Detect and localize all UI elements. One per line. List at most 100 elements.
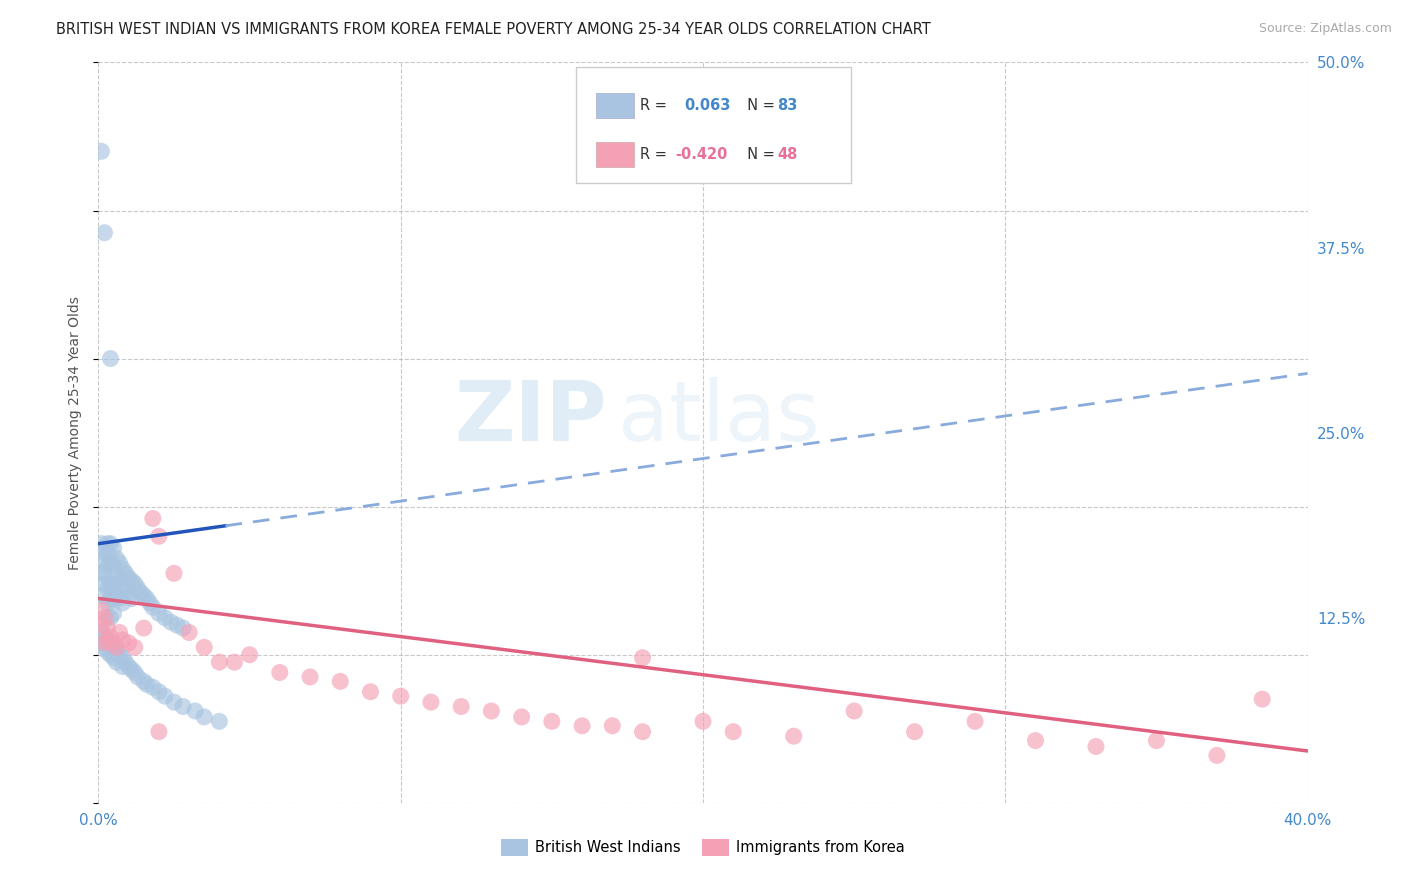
Point <box>132 621 155 635</box>
Point <box>93 610 115 624</box>
Point <box>208 655 231 669</box>
Text: ZIP: ZIP <box>454 377 606 458</box>
Text: N =: N = <box>738 147 775 162</box>
Point <box>208 714 231 729</box>
Point <box>103 636 125 650</box>
Point <box>121 574 143 588</box>
Point <box>142 600 165 615</box>
Point <box>100 536 122 550</box>
Point <box>90 566 112 581</box>
Point <box>100 351 122 366</box>
Point <box>96 558 118 573</box>
Point <box>108 556 131 570</box>
Point <box>148 607 170 621</box>
Point <box>105 655 128 669</box>
Point <box>93 589 115 603</box>
Point <box>148 529 170 543</box>
Point <box>127 581 149 595</box>
Point <box>193 640 215 655</box>
Point <box>179 625 201 640</box>
Point <box>96 610 118 624</box>
Point <box>360 685 382 699</box>
Point <box>90 625 112 640</box>
Point <box>105 551 128 566</box>
Point <box>100 630 122 644</box>
Point <box>111 562 134 576</box>
Point <box>93 551 115 566</box>
Point <box>100 576 122 591</box>
Text: 83: 83 <box>778 98 797 113</box>
Point <box>90 603 112 617</box>
Point <box>90 544 112 558</box>
Point <box>783 729 806 743</box>
Point <box>111 659 134 673</box>
Point <box>420 695 443 709</box>
Point <box>111 581 134 595</box>
Point <box>844 704 866 718</box>
Point <box>631 650 654 665</box>
Point <box>96 621 118 635</box>
Point <box>90 636 112 650</box>
Point <box>389 689 412 703</box>
Text: Source: ZipAtlas.com: Source: ZipAtlas.com <box>1258 22 1392 36</box>
Point <box>124 665 146 680</box>
Point <box>148 685 170 699</box>
Point <box>723 724 745 739</box>
Point <box>135 677 157 691</box>
Point <box>184 704 207 718</box>
Point <box>1251 692 1274 706</box>
Point <box>148 724 170 739</box>
Point <box>96 581 118 595</box>
Point <box>93 636 115 650</box>
Y-axis label: Female Poverty Among 25-34 Year Olds: Female Poverty Among 25-34 Year Olds <box>69 295 83 570</box>
Point <box>132 674 155 689</box>
Point <box>90 618 112 632</box>
Point <box>142 511 165 525</box>
Point <box>108 574 131 588</box>
Point <box>96 547 118 561</box>
Point <box>114 585 136 599</box>
Point <box>90 536 112 550</box>
Point <box>124 640 146 655</box>
Point <box>100 648 122 662</box>
Text: R =: R = <box>640 147 666 162</box>
Point <box>692 714 714 729</box>
Point <box>96 536 118 550</box>
Point <box>100 636 122 650</box>
Text: R =: R = <box>640 98 676 113</box>
Point <box>111 650 134 665</box>
Point <box>93 226 115 240</box>
Point <box>299 670 322 684</box>
Point <box>1024 733 1046 747</box>
Point <box>132 589 155 603</box>
Text: 0.063: 0.063 <box>685 98 731 113</box>
Point <box>105 589 128 603</box>
Legend: British West Indians, Immigrants from Korea: British West Indians, Immigrants from Ko… <box>495 833 911 863</box>
Point <box>239 648 262 662</box>
Point <box>118 659 141 673</box>
Point <box>269 665 291 680</box>
Point <box>135 591 157 606</box>
Point <box>1144 733 1167 747</box>
Point <box>172 699 194 714</box>
Point <box>163 695 186 709</box>
Point <box>118 589 141 603</box>
Point <box>105 645 128 659</box>
Point <box>602 719 624 733</box>
Point <box>121 663 143 677</box>
Point <box>103 650 125 665</box>
Point <box>139 596 162 610</box>
Point <box>1085 739 1108 754</box>
Point <box>100 591 122 606</box>
Point <box>166 618 188 632</box>
Text: BRITISH WEST INDIAN VS IMMIGRANTS FROM KOREA FEMALE POVERTY AMONG 25-34 YEAR OLD: BRITISH WEST INDIAN VS IMMIGRANTS FROM K… <box>56 22 931 37</box>
Point <box>108 648 131 662</box>
Point <box>93 576 115 591</box>
Point <box>904 724 927 739</box>
Point <box>103 541 125 555</box>
Point <box>103 591 125 606</box>
Point <box>96 632 118 647</box>
Point <box>103 576 125 591</box>
Point <box>96 596 118 610</box>
Point <box>111 596 134 610</box>
